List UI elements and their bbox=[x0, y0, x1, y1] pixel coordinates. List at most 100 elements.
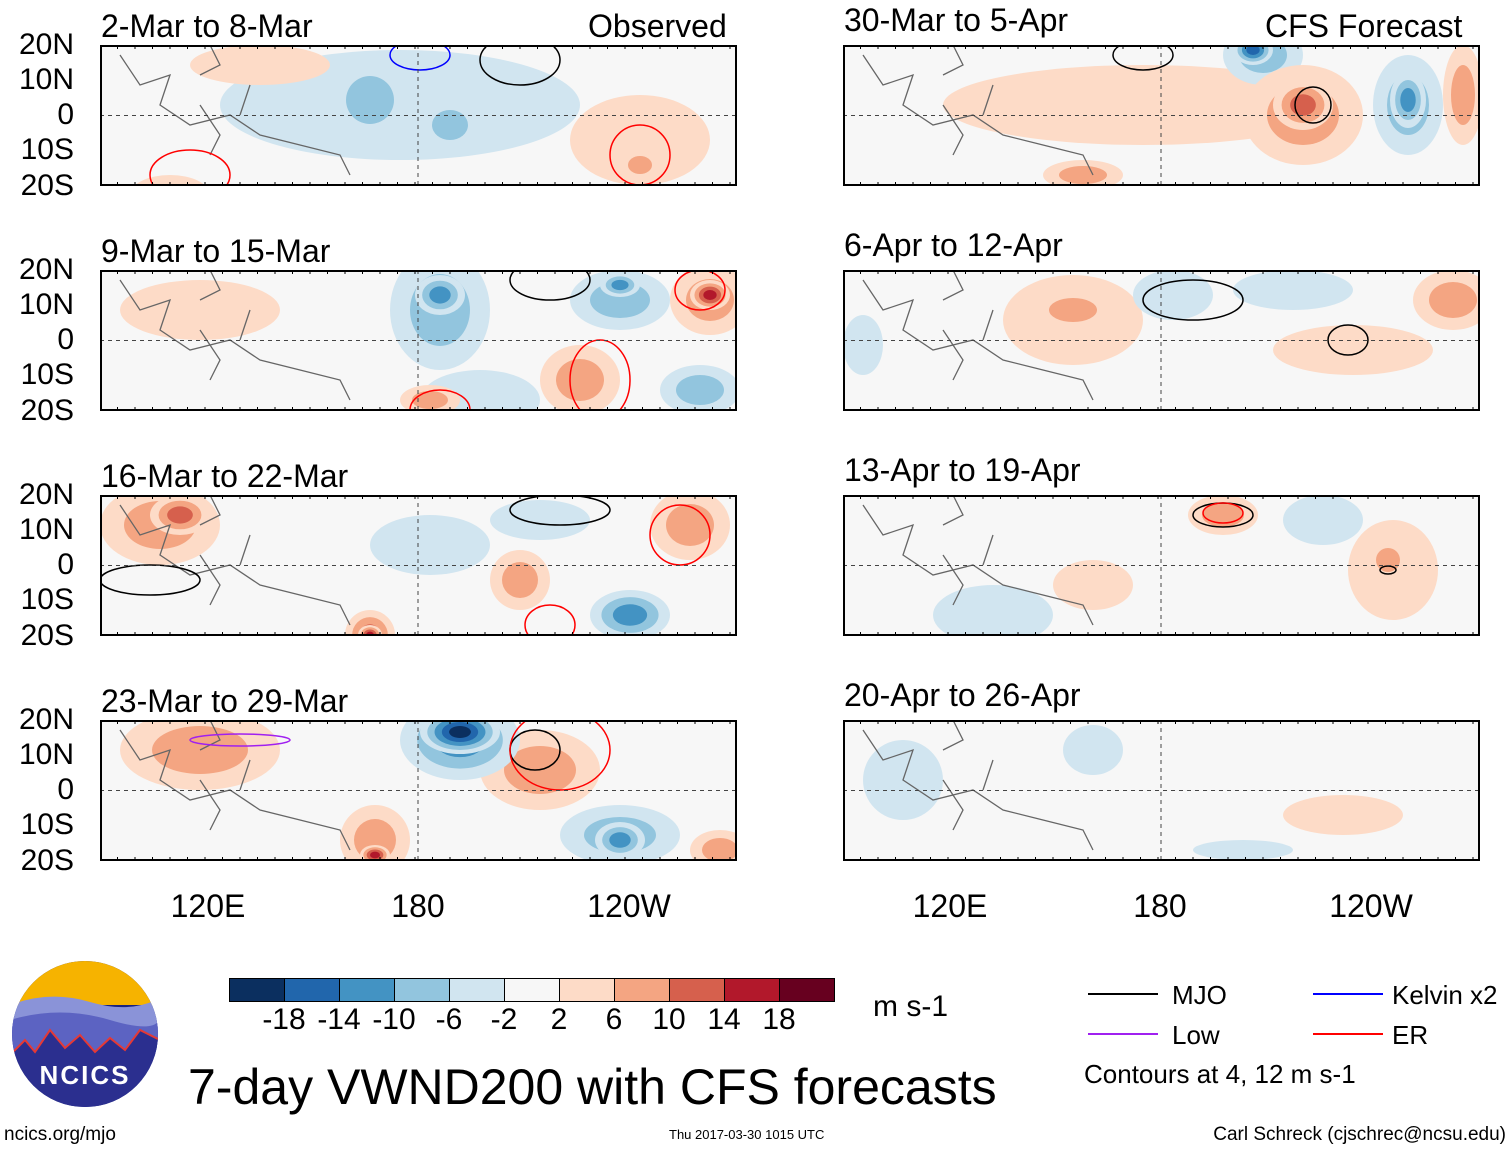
coastline bbox=[862, 720, 1094, 851]
legend-er-line bbox=[1313, 1033, 1383, 1035]
wind-anomaly-shading bbox=[1400, 88, 1416, 112]
contour-line bbox=[524, 604, 576, 636]
footer-url[interactable]: ncics.org/mjo bbox=[4, 1124, 116, 1145]
cfs-forecast-label: CFS Forecast bbox=[1265, 8, 1463, 44]
colorbar-swatch bbox=[505, 979, 560, 1001]
y-tick-label: 20N bbox=[18, 28, 74, 61]
wind-anomaly-shading bbox=[1290, 94, 1316, 116]
colorbar-tick-label: -14 bbox=[317, 1003, 361, 1036]
y-tick-label: 20S bbox=[20, 619, 74, 652]
panel-title: 20-Apr to 26-Apr bbox=[844, 677, 1081, 713]
legend-low-line bbox=[1088, 1033, 1158, 1035]
colorbar-swatch bbox=[230, 979, 285, 1001]
wind-anomaly-shading bbox=[843, 315, 883, 375]
wind-anomaly-shading bbox=[1429, 282, 1477, 318]
y-tick-label: 20S bbox=[20, 169, 74, 202]
coastline bbox=[119, 270, 351, 401]
panel-title: 2-Mar to 8-Mar bbox=[101, 8, 313, 44]
y-tick-label: 10N bbox=[18, 513, 74, 546]
wind-anomaly-shading bbox=[432, 110, 468, 140]
wind-anomaly-shading bbox=[1049, 298, 1097, 322]
colorbar-tick-label: -2 bbox=[490, 1003, 518, 1036]
contour-line bbox=[674, 270, 726, 311]
map-frame bbox=[843, 270, 1480, 411]
colorbar-tick-label: 2 bbox=[550, 1003, 568, 1036]
coastline bbox=[119, 45, 351, 176]
map-panel-forecast-4 bbox=[843, 720, 1480, 861]
y-tick-label: 0 bbox=[57, 548, 74, 581]
wind-anomaly-shading bbox=[666, 504, 714, 546]
colorbar-swatch bbox=[780, 979, 834, 1001]
x-tick-label: 120W bbox=[1329, 888, 1413, 924]
panel-title: 16-Mar to 22-Mar bbox=[101, 458, 349, 494]
colorbar-tick-label: 10 bbox=[652, 1003, 686, 1036]
ncics-logo: NCICS bbox=[12, 961, 158, 1107]
y-tick-label: 0 bbox=[57, 773, 74, 806]
contour-line bbox=[1294, 86, 1332, 124]
contour-line bbox=[189, 733, 291, 747]
colorbar-units: m s-1 bbox=[873, 990, 948, 1023]
colorbar-tick-label: -10 bbox=[372, 1003, 416, 1036]
panel-title: 30-Mar to 5-Apr bbox=[844, 2, 1069, 38]
wind-anomaly-shading bbox=[1233, 270, 1353, 310]
colorbar bbox=[229, 978, 835, 1002]
coastline bbox=[119, 495, 351, 626]
colorbar-swatch bbox=[560, 979, 615, 1001]
wind-anomaly-shading bbox=[1273, 325, 1433, 375]
y-tick-label: 10N bbox=[18, 63, 74, 96]
map-panel-observed-2 bbox=[100, 270, 737, 411]
x-tick-label: 120E bbox=[912, 888, 988, 924]
y-tick-label: 10S bbox=[20, 583, 74, 616]
colorbar-swatch bbox=[670, 979, 725, 1001]
map-frame bbox=[843, 720, 1480, 861]
wind-anomaly-shading bbox=[628, 156, 652, 174]
wind-anomaly-shading bbox=[1283, 495, 1363, 545]
map-frame bbox=[100, 720, 737, 861]
map-frame bbox=[100, 45, 737, 186]
colorbar-swatch bbox=[725, 979, 780, 1001]
map-frame bbox=[843, 45, 1480, 186]
wind-anomaly-shading bbox=[609, 832, 631, 848]
colorbar-swatch bbox=[395, 979, 450, 1001]
wind-anomaly-shading bbox=[1376, 548, 1400, 572]
y-tick-label: 20N bbox=[18, 703, 74, 736]
legend-kelvin-line bbox=[1313, 993, 1383, 995]
wind-anomaly-shading bbox=[412, 391, 448, 409]
y-tick-label: 10S bbox=[20, 358, 74, 391]
wind-anomaly-shading bbox=[1451, 65, 1475, 125]
wind-anomaly-shading bbox=[570, 95, 710, 185]
wind-anomaly-shading bbox=[370, 851, 380, 859]
contour-line bbox=[389, 45, 451, 71]
panel-title: 13-Apr to 19-Apr bbox=[844, 452, 1081, 488]
y-tick-label: 20N bbox=[18, 253, 74, 286]
map-panel-forecast-1 bbox=[843, 45, 1480, 186]
wind-anomaly-shading bbox=[676, 375, 724, 405]
wind-anomaly-shading bbox=[702, 838, 737, 861]
contour-line bbox=[1202, 502, 1244, 524]
x-tick-label: 180 bbox=[1133, 888, 1187, 924]
legend-er-label: ER bbox=[1392, 1020, 1429, 1050]
wind-anomaly-shading bbox=[933, 585, 1053, 636]
wind-anomaly-shading bbox=[449, 726, 471, 738]
wind-anomaly-shading bbox=[167, 506, 193, 524]
wind-anomaly-shading bbox=[429, 286, 451, 304]
contour-line bbox=[1142, 279, 1244, 321]
colorbar-tick-label: 6 bbox=[605, 1003, 623, 1036]
contour-line bbox=[1327, 324, 1369, 356]
map-panel-forecast-3 bbox=[843, 495, 1480, 636]
y-tick-label: 10S bbox=[20, 808, 74, 841]
svg-text:NCICS: NCICS bbox=[40, 1060, 131, 1090]
y-tick-label: 0 bbox=[57, 98, 74, 131]
contour-note: Contours at 4, 12 m s-1 bbox=[1084, 1059, 1356, 1089]
panel-title: 9-Mar to 15-Mar bbox=[101, 233, 331, 269]
contour-line bbox=[509, 495, 611, 526]
wind-anomaly-shading bbox=[370, 515, 490, 575]
panel-title: 23-Mar to 29-Mar bbox=[101, 683, 349, 719]
coastline bbox=[862, 45, 1094, 176]
colorbar-tick-label: -6 bbox=[435, 1003, 463, 1036]
panel-title: 6-Apr to 12-Apr bbox=[844, 227, 1063, 263]
legend-kelvin-label: Kelvin x2 bbox=[1392, 980, 1498, 1010]
wind-anomaly-shading bbox=[611, 279, 629, 291]
colorbar-tick-label: 18 bbox=[762, 1003, 796, 1036]
